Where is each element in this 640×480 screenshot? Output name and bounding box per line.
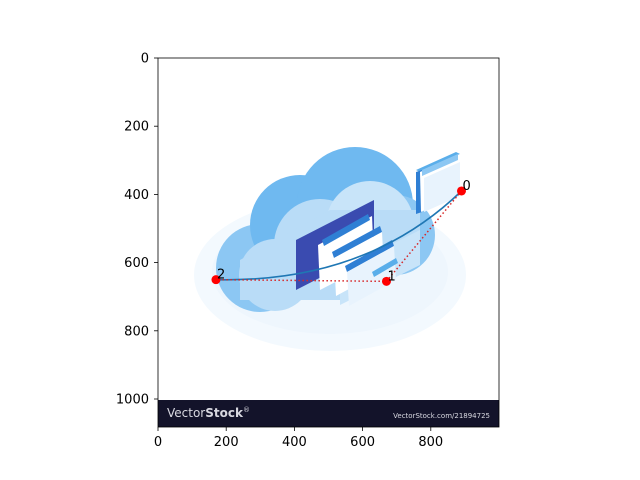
point-marker bbox=[456, 186, 466, 196]
point-label: 0 bbox=[462, 179, 470, 194]
point-label: 2 bbox=[217, 268, 225, 283]
image-area: VectorStock® VectorStock.com/21894725 bbox=[158, 58, 499, 427]
y-tick-label: 0 bbox=[141, 52, 149, 67]
y-tick-label: 400 bbox=[124, 188, 149, 203]
folder-illustration bbox=[416, 152, 461, 214]
x-tick-label: 200 bbox=[214, 435, 239, 450]
watermark-registered: ® bbox=[243, 406, 250, 414]
y-tick-label: 200 bbox=[124, 120, 149, 135]
file-box-illustration bbox=[296, 200, 420, 306]
y-tick-label: 1000 bbox=[116, 393, 149, 408]
y-tick-label: 800 bbox=[124, 324, 149, 339]
x-tick-label: 0 bbox=[154, 435, 162, 450]
point-marker bbox=[211, 275, 221, 285]
x-axis: 0 200 400 600 800 bbox=[154, 427, 443, 450]
y-tick-label: 600 bbox=[124, 256, 149, 271]
svg-text:VectorStock®: VectorStock® bbox=[167, 406, 250, 420]
point-marker bbox=[381, 276, 391, 286]
x-tick-label: 600 bbox=[350, 435, 375, 450]
y-axis: 0 200 400 600 800 1000 bbox=[116, 52, 158, 408]
overlay-layer: 0 1 2 bbox=[211, 179, 471, 286]
watermark-url: VectorStock.com/21894725 bbox=[393, 412, 490, 420]
watermark-brand-prefix: Vector bbox=[167, 406, 205, 420]
fitted-curve bbox=[215, 190, 463, 281]
x-tick-label: 800 bbox=[418, 435, 443, 450]
axes-frame bbox=[157, 57, 500, 428]
x-tick-label: 400 bbox=[282, 435, 307, 450]
point-label: 1 bbox=[387, 269, 395, 284]
watermark-brand-suffix: Stock bbox=[205, 406, 244, 420]
watermark-banner: VectorStock® VectorStock.com/21894725 bbox=[158, 400, 499, 427]
